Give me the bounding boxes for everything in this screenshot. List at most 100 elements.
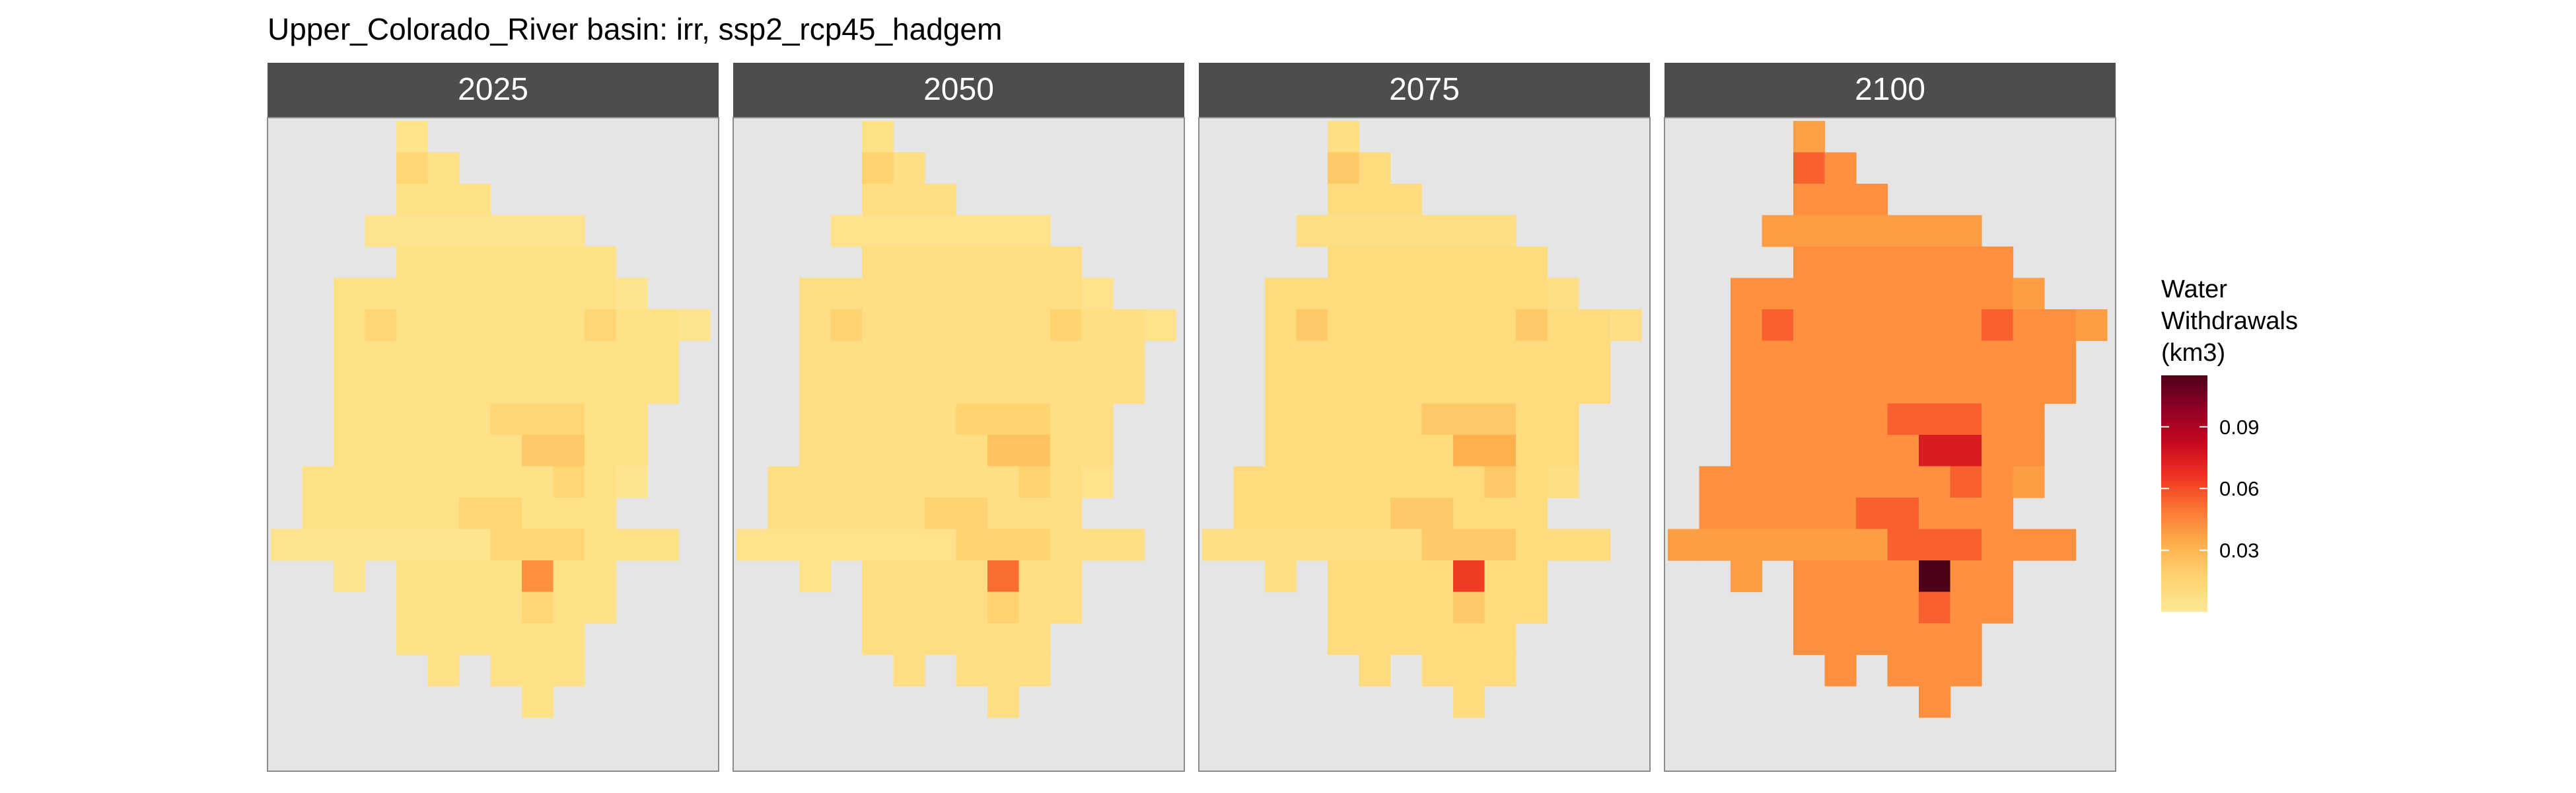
heatmap-cell [334, 498, 366, 530]
heatmap-cell [490, 278, 522, 310]
heatmap-cell [1824, 560, 1857, 593]
heatmap-cell [2013, 403, 2045, 435]
heatmap-cell [1919, 623, 1951, 656]
heatmap-cell [1856, 529, 1888, 561]
heatmap-cell [1050, 560, 1083, 593]
heatmap-cell [1731, 529, 1763, 561]
heatmap-cell [956, 403, 988, 435]
heatmap-cell [1019, 309, 1051, 342]
heatmap-cell [1265, 529, 1297, 561]
heatmap-cell [1484, 215, 1517, 247]
facet-panel-2025: 2025 [267, 63, 719, 772]
heatmap-cell [1731, 560, 1763, 593]
heatmap-cell [616, 372, 648, 404]
heatmap-cell [1359, 591, 1391, 624]
heatmap-cell [862, 121, 894, 153]
heatmap-cell [1762, 372, 1794, 404]
heatmap-cell [396, 435, 429, 467]
heatmap-cell [1019, 591, 1051, 624]
heatmap-cell [1950, 529, 1982, 561]
heatmap-cell [553, 591, 585, 624]
heatmap-cell [1919, 403, 1951, 435]
heatmap-cell [1982, 403, 2014, 435]
heatmap-cell [1484, 623, 1517, 656]
legend-colorbar [2161, 375, 2207, 612]
heatmap-cell [1579, 340, 1611, 373]
heatmap-cell [1265, 278, 1297, 310]
heatmap-cell [1856, 246, 1888, 279]
heatmap-cell [1390, 403, 1423, 435]
heatmap-cell [522, 466, 554, 498]
heatmap-cell [893, 372, 925, 404]
heatmap-cell [1359, 372, 1391, 404]
facet-strip-label: 2100 [1855, 72, 1925, 107]
heatmap-cell [1484, 654, 1517, 687]
heatmap-cell [490, 466, 522, 498]
heatmap-cell [1484, 246, 1517, 279]
heatmap-cell [427, 184, 460, 216]
heatmap-cell [427, 560, 460, 593]
heatmap-cell [1421, 435, 1454, 467]
heatmap-cell [490, 372, 522, 404]
heatmap-cell [396, 560, 429, 593]
heatmap-cell [862, 623, 894, 656]
heatmap-cell [1484, 560, 1517, 593]
heatmap-cell [2013, 435, 2045, 467]
legend-title-line-2: Withdrawals [2161, 307, 2298, 335]
heatmap-cell [1390, 246, 1423, 279]
heatmap-cell [1453, 498, 1485, 530]
heatmap-cell [1919, 560, 1951, 593]
heatmap-cell [1421, 309, 1454, 342]
heatmap-cell [1359, 498, 1391, 530]
heatmap-cell [1793, 278, 1826, 310]
heatmap-cell [1453, 215, 1485, 247]
heatmap-cell [862, 309, 894, 342]
heatmap-cell [427, 403, 460, 435]
heatmap-cell [1019, 466, 1051, 498]
heatmap-cell [1484, 466, 1517, 498]
heatmap-cell [893, 215, 925, 247]
heatmap-cell [987, 654, 1020, 687]
heatmap-cell [522, 623, 554, 656]
heatmap-cell [1950, 403, 1982, 435]
heatmap-cell [490, 246, 522, 279]
heatmap-cell [1019, 278, 1051, 310]
heatmap-cell [862, 591, 894, 624]
heatmap-cell [365, 340, 397, 373]
heatmap-cell [1856, 372, 1888, 404]
heatmap-cell [1296, 372, 1328, 404]
heatmap-cell [459, 435, 491, 467]
heatmap-cell [987, 498, 1020, 530]
heatmap-cell [1668, 529, 1700, 561]
heatmap-cell [1547, 372, 1579, 404]
heatmap-cell [1547, 403, 1579, 435]
heatmap-cell [459, 529, 491, 561]
heatmap-cell [396, 215, 429, 247]
heatmap-cell [459, 591, 491, 624]
heatmap-cell [1919, 498, 1951, 530]
heatmap-cell [768, 498, 800, 530]
heatmap-cell [1887, 309, 1919, 342]
heatmap-cell [1762, 340, 1794, 373]
heatmap-cell [1233, 466, 1266, 498]
heatmap-cell [1421, 340, 1454, 373]
heatmap-cell [1081, 309, 1114, 342]
heatmap-cell [1856, 466, 1888, 498]
heatmap-cell [925, 435, 957, 467]
heatmap-cell [1390, 309, 1423, 342]
heatmap-cell [799, 435, 832, 467]
heatmap-cell [1359, 309, 1391, 342]
heatmap-cell [925, 278, 957, 310]
heatmap-cell [459, 309, 491, 342]
heatmap-cell [1762, 309, 1794, 342]
heatmap-cell [334, 372, 366, 404]
heatmap-cell [553, 466, 585, 498]
heatmap-cell [1265, 403, 1297, 435]
heatmap-cell [2013, 372, 2045, 404]
heatmap-cell [585, 529, 617, 561]
heatmap-cell [1484, 309, 1517, 342]
heatmap-cell [1050, 340, 1083, 373]
heatmap-cell [925, 403, 957, 435]
heatmap-cell [1484, 435, 1517, 467]
heatmap-cell [987, 340, 1020, 373]
